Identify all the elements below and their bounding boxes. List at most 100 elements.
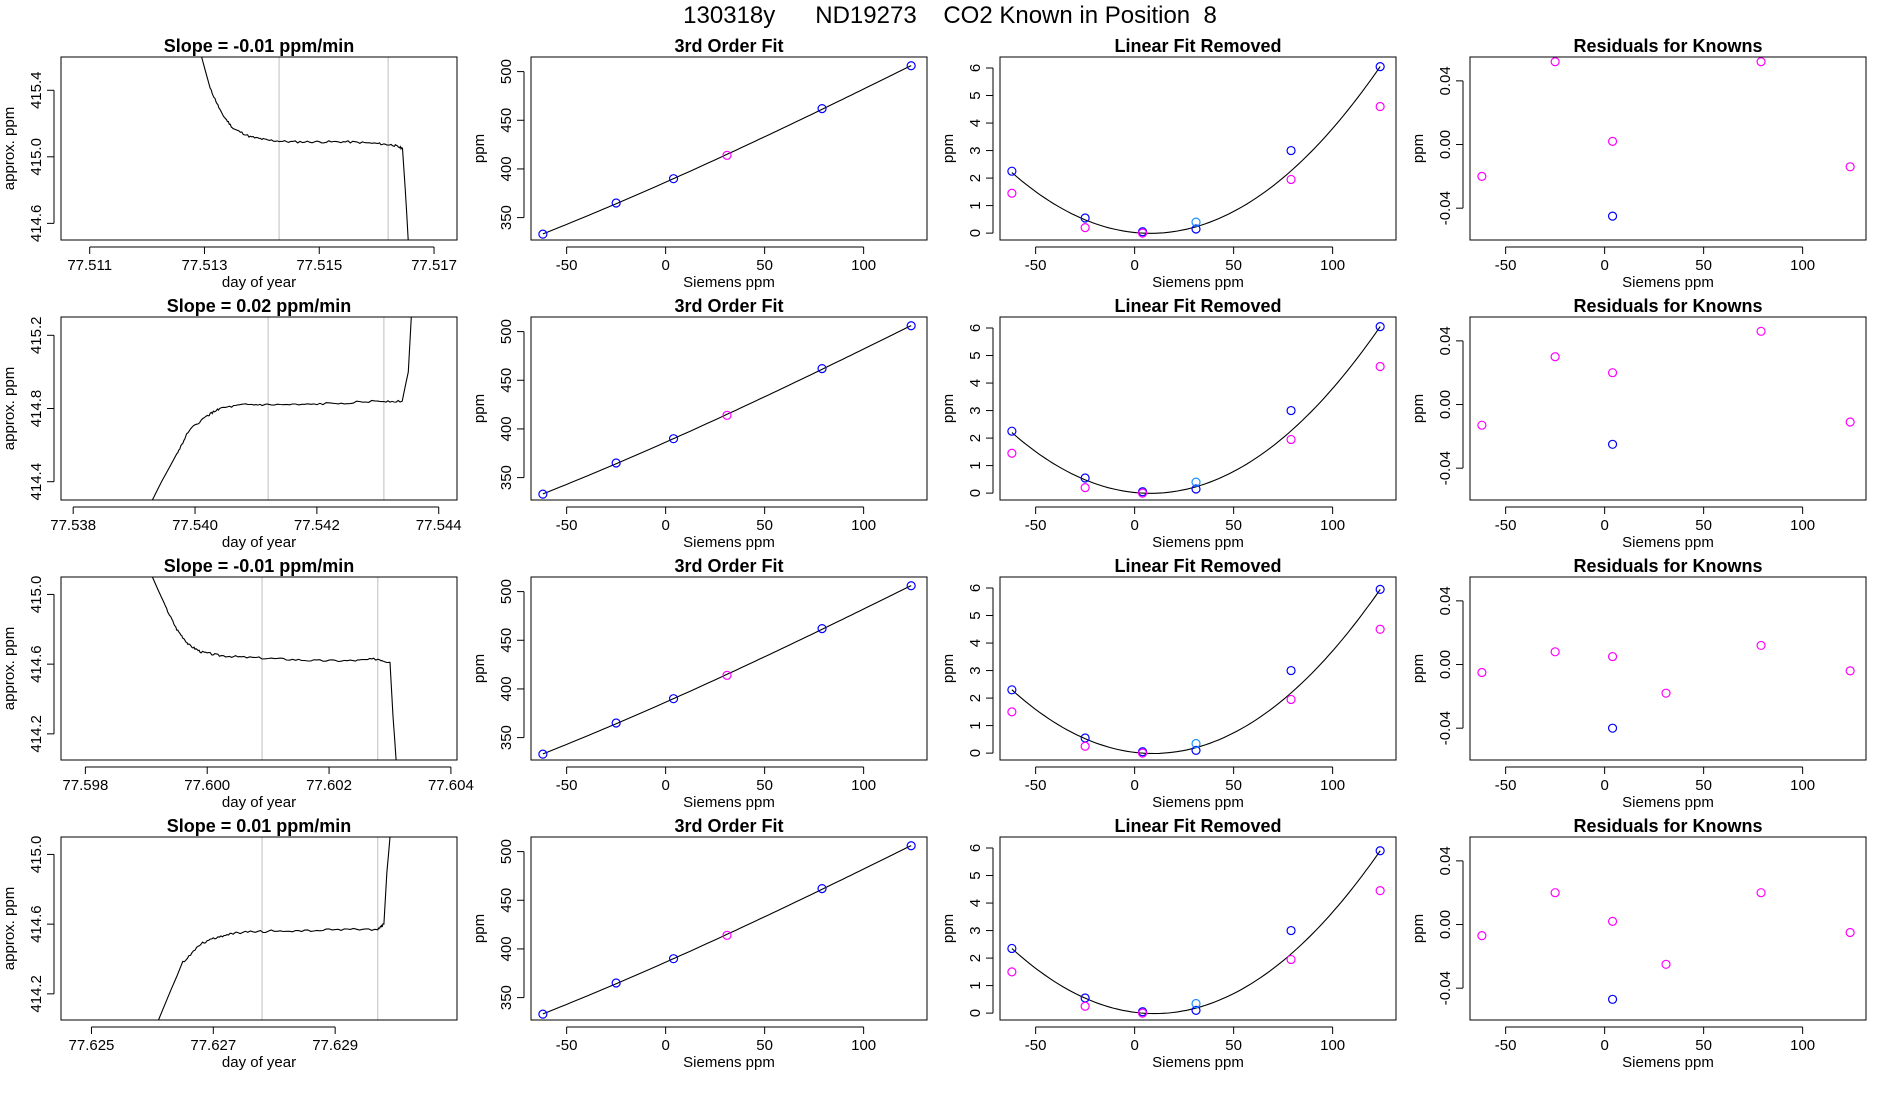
x-tick-label: 77.629	[312, 1037, 358, 1054]
panel-title: Residuals for Knowns	[1573, 296, 1762, 316]
blue-point	[538, 749, 548, 759]
fit-curve	[1011, 326, 1381, 494]
panel-data	[538, 581, 916, 759]
x-tick-label: 50	[1225, 257, 1242, 274]
blue-point	[817, 883, 827, 894]
x-tick-label: 50	[1695, 257, 1712, 274]
magenta-point	[1756, 640, 1766, 651]
x-tick-label: 50	[756, 517, 773, 534]
blue-point	[1286, 925, 1296, 936]
panel-data	[1007, 846, 1385, 1018]
x-tick-label: 0	[661, 257, 669, 274]
x-tick-label: -50	[1025, 1037, 1047, 1054]
panel-r1c3: Linear Fit Removed -50 0 50 100 Siemens ppm 0 1…	[940, 36, 1397, 291]
blue-point	[611, 978, 621, 988]
plot-frame	[60, 836, 458, 1021]
y-tick-label: 450	[498, 628, 515, 653]
panel-title: Slope = 0.02 ppm/min	[167, 296, 352, 316]
y-tick-label: 414.6	[28, 205, 45, 243]
blue-point	[1007, 685, 1017, 695]
y-axis-label: ppm	[1410, 914, 1427, 943]
x-tick-label: 0	[661, 1037, 669, 1054]
y-tick-label: 500	[498, 319, 515, 344]
x-tick-label: 100	[1790, 1037, 1815, 1054]
y-tick-label: 414.8	[28, 390, 45, 428]
panel-r1c4: Residuals for Knowns -50 0 50 100 Siemens ppm…	[1410, 36, 1867, 291]
blue-point	[1191, 224, 1201, 234]
x-tick-label: -50	[1495, 257, 1517, 274]
magenta-point	[1756, 57, 1766, 67]
y-axis-label: ppm	[940, 134, 957, 163]
magenta-point	[722, 410, 732, 420]
y-tick-label: -0.04	[1437, 971, 1454, 1005]
x-tick-label: 77.627	[190, 1037, 236, 1054]
panel-title: Slope = 0.01 ppm/min	[167, 816, 352, 836]
x-tick-label: 0	[1130, 517, 1138, 534]
y-tick-label: 414.4	[28, 463, 45, 501]
x-tick-label: -50	[556, 517, 578, 534]
panel-data	[1477, 888, 1855, 1004]
y-tick-label: 0.04	[1437, 326, 1454, 355]
blue-point	[906, 841, 916, 851]
blue-point	[1375, 322, 1385, 332]
x-axis-label: Siemens ppm	[683, 534, 775, 551]
y-tick-label: 0.00	[1437, 650, 1454, 679]
y-tick-label: 2	[967, 174, 984, 182]
y-tick-label: 350	[498, 725, 515, 750]
y-tick-label: 414.6	[28, 905, 45, 943]
y-tick-label: 415.4	[28, 71, 45, 109]
x-tick-label: 77.511	[67, 257, 112, 274]
plot-frame	[530, 56, 928, 241]
blue-point	[1007, 943, 1017, 954]
x-tick-label: 77.544	[416, 517, 462, 534]
blue-point	[1286, 405, 1296, 416]
x-tick-label: 100	[1320, 777, 1345, 794]
x-tick-label: -50	[1025, 517, 1047, 534]
panel-data	[1477, 640, 1855, 733]
y-tick-label: 450	[498, 888, 515, 913]
blue-point	[1080, 473, 1090, 483]
panel-r2c3: Linear Fit Removed -50 0 50 100 Siemens ppm 0 1…	[940, 296, 1397, 551]
y-axis-label: ppm	[1410, 134, 1427, 163]
panel-data	[538, 841, 916, 1019]
plot-frame	[530, 316, 928, 501]
panel-r2c4: Residuals for Knowns -50 0 50 100 Siemens ppm…	[1410, 296, 1867, 551]
blue-point	[611, 718, 621, 728]
magenta-point	[1607, 916, 1618, 926]
magenta-point	[1550, 57, 1560, 67]
magenta-point	[1080, 483, 1090, 493]
magenta-point	[1375, 361, 1385, 372]
panel-title: Linear Fit Removed	[1114, 556, 1281, 576]
x-tick-label: 50	[1695, 517, 1712, 534]
fit-curve	[542, 325, 912, 495]
y-axis-label: approx. ppm	[1, 107, 18, 190]
y-tick-label: 414.6	[28, 645, 45, 683]
y-axis-label: ppm	[1410, 654, 1427, 683]
y-tick-label: 350	[498, 465, 515, 490]
y-axis-label: ppm	[471, 654, 488, 683]
x-axis-label: Siemens ppm	[1622, 274, 1714, 291]
panel-data	[538, 61, 916, 239]
panel-data	[1007, 322, 1385, 498]
panel-data	[151, 577, 397, 760]
magenta-point	[722, 670, 732, 680]
y-axis-label: approx. ppm	[1, 367, 18, 450]
panel-data	[1477, 57, 1855, 221]
blue-point	[1007, 166, 1017, 176]
y-tick-label: 0.04	[1437, 846, 1454, 875]
panel-title: 3rd Order Fit	[674, 296, 783, 316]
blue-point	[1191, 484, 1201, 494]
x-tick-label: 50	[756, 777, 773, 794]
x-axis-label: Siemens ppm	[683, 1054, 775, 1071]
x-tick-label: 77.542	[294, 517, 340, 534]
y-tick-label: 6	[967, 584, 984, 592]
x-tick-label: 100	[851, 1037, 876, 1054]
y-tick-label: 350	[498, 205, 515, 230]
x-axis-label: Siemens ppm	[1622, 1054, 1714, 1071]
y-tick-label: 450	[498, 108, 515, 133]
blue-point	[1191, 745, 1201, 755]
lightblue-point	[1191, 477, 1201, 487]
y-axis-label: ppm	[471, 914, 488, 943]
fit-curve	[1011, 850, 1381, 1015]
